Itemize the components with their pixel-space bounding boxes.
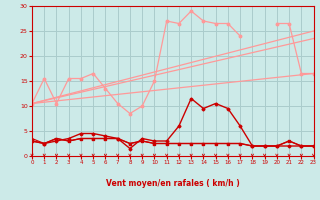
X-axis label: Vent moyen/en rafales ( km/h ): Vent moyen/en rafales ( km/h ) xyxy=(106,179,240,188)
